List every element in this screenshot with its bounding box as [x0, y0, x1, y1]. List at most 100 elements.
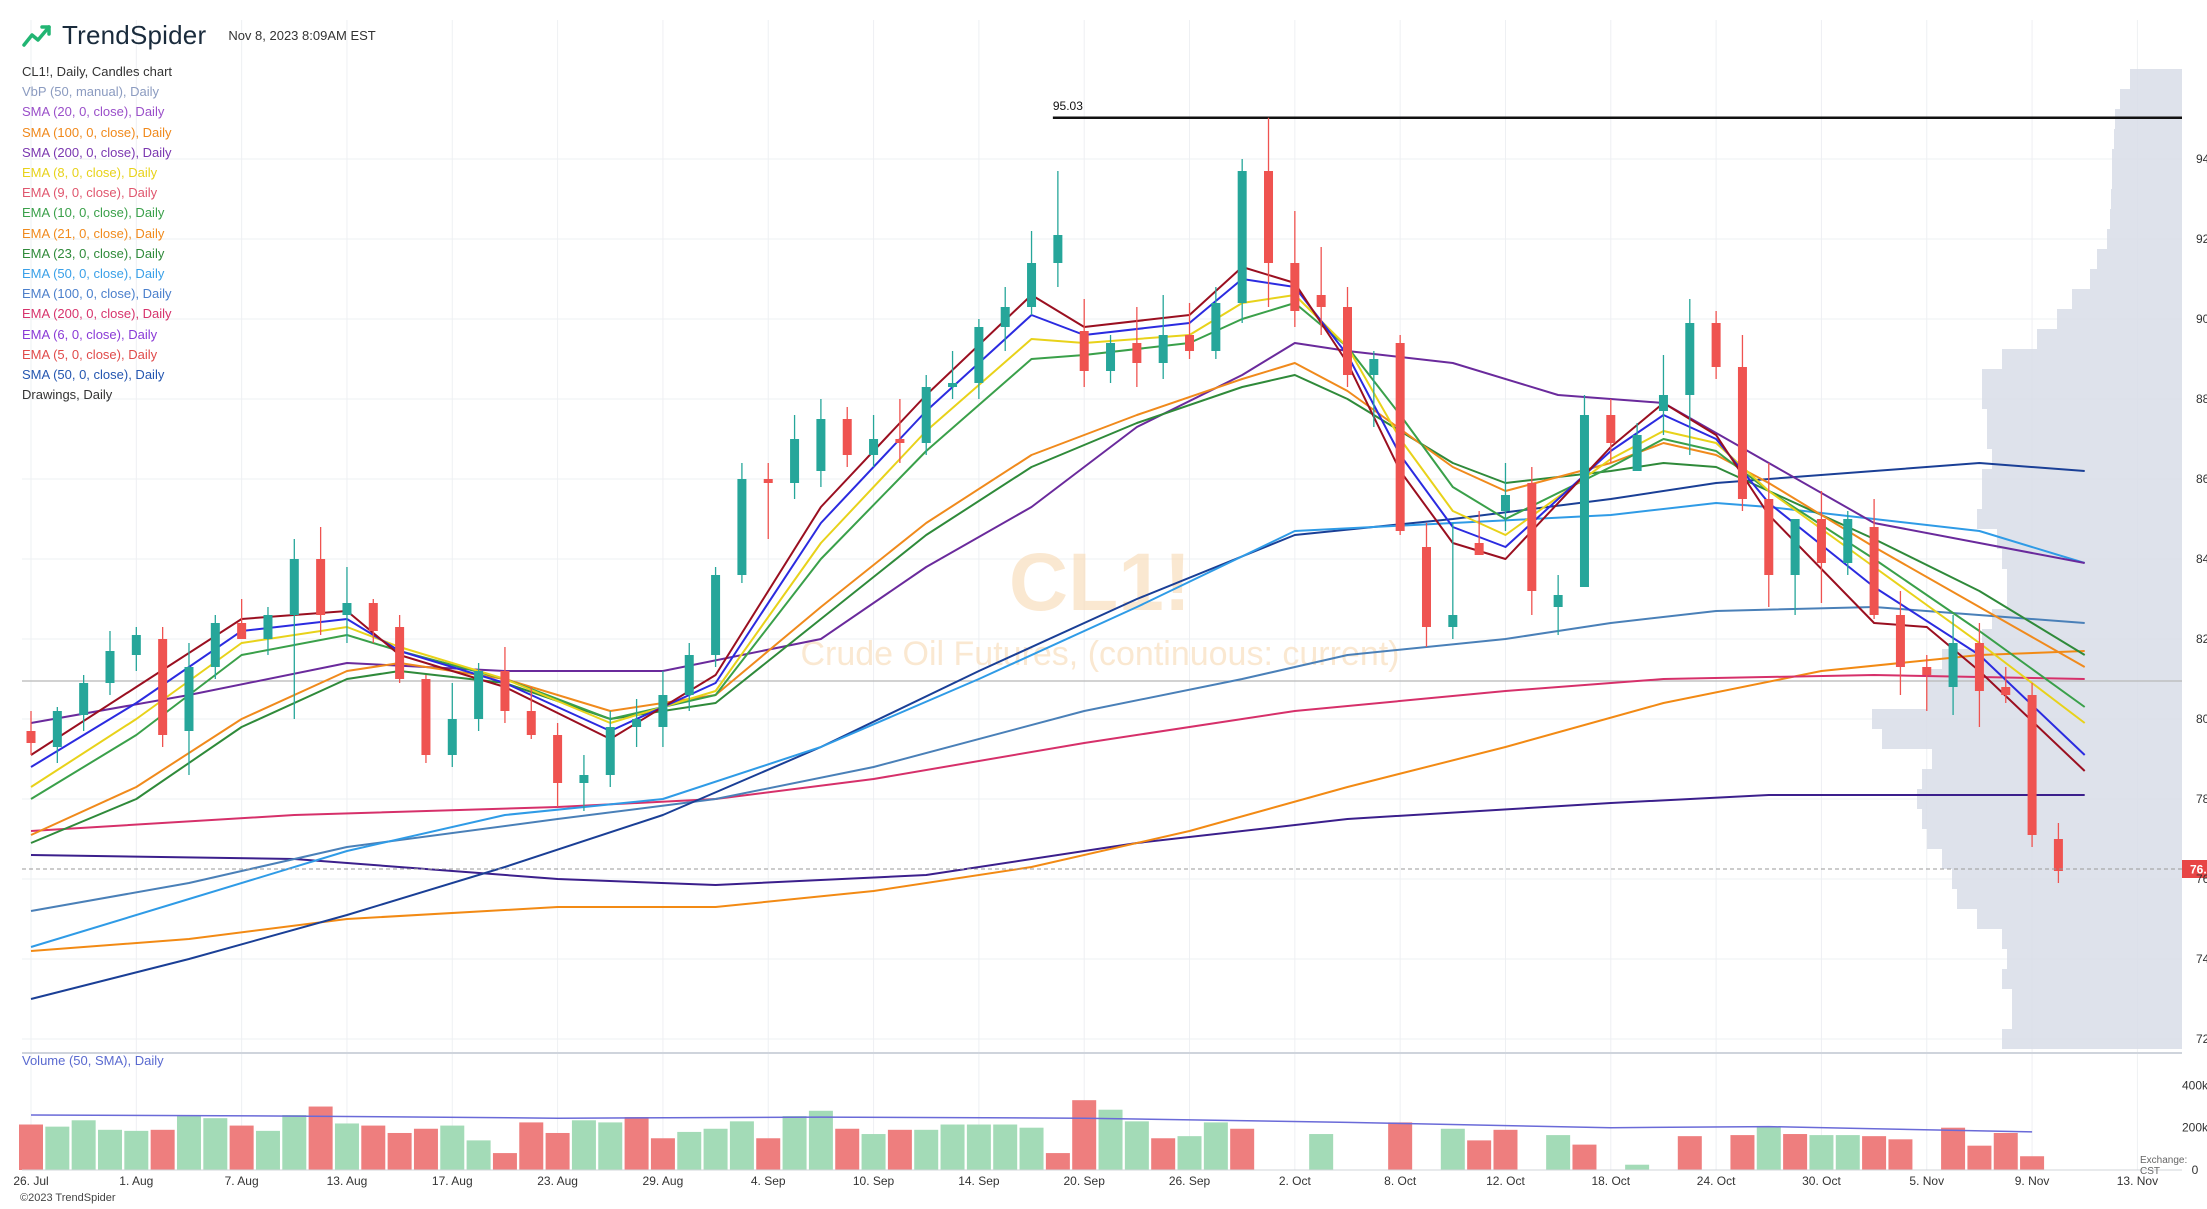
- price-tick-label: 90.00: [2196, 312, 2207, 326]
- candle-body: [1000, 307, 1010, 327]
- candle-body: [1579, 415, 1589, 587]
- x-tick-label: 8. Oct: [1384, 1174, 1417, 1188]
- x-tick-label: 4. Sep: [751, 1174, 786, 1188]
- volume-sma-line: [30, 1114, 2033, 1133]
- candle-body: [526, 711, 536, 735]
- candle-body: [1922, 667, 1932, 675]
- brand-logo: TrendSpider Nov 8, 2023 8:09AM EST: [22, 20, 376, 51]
- candle-body: [1553, 595, 1563, 607]
- x-tick-label: 5. Nov: [1909, 1174, 1944, 1188]
- candle-body: [79, 683, 89, 715]
- volume-profile-bar: [1932, 749, 2182, 769]
- volume-bar: [203, 1118, 228, 1170]
- legend-item[interactable]: EMA (8, 0, close), Daily: [22, 165, 158, 181]
- volume-profile-bar: [1982, 469, 2182, 489]
- legend-item[interactable]: EMA (200, 0, close), Daily: [22, 306, 172, 322]
- volume-bar: [1546, 1135, 1571, 1170]
- volume-bar: [334, 1123, 359, 1170]
- candle-body: [1632, 435, 1642, 471]
- volume-profile-bar: [1982, 369, 2182, 389]
- candle-body: [579, 775, 589, 783]
- legend-item[interactable]: EMA (9, 0, close), Daily: [22, 185, 158, 201]
- volume-profile-bar: [1987, 429, 2182, 449]
- volume-bar: [1124, 1121, 1149, 1170]
- volume-bar: [1756, 1126, 1781, 1170]
- volume-bar: [413, 1128, 438, 1170]
- candle-body: [1027, 263, 1037, 307]
- volume-profile-bar: [2110, 209, 2182, 229]
- volume-tick-label: 0: [2192, 1163, 2199, 1177]
- legend-item[interactable]: SMA (200, 0, close), Daily: [22, 144, 172, 160]
- legend-item[interactable]: EMA (6, 0, close), Daily: [22, 326, 158, 342]
- x-tick-label: 26. Sep: [1169, 1174, 1211, 1188]
- volume-profile-bar: [1977, 909, 2182, 929]
- candle-body: [1421, 547, 1431, 627]
- candle-body: [1369, 359, 1379, 375]
- watermark-name: Crude Oil Futures, (continuous: current): [800, 635, 1399, 673]
- volume-bar: [1203, 1122, 1228, 1170]
- volume-bar: [729, 1121, 754, 1170]
- legend-item[interactable]: EMA (21, 0, close), Daily: [22, 225, 165, 241]
- brand-name: TrendSpider: [62, 20, 207, 50]
- indicator-line: [30, 794, 2085, 886]
- volume-bar: [150, 1129, 175, 1170]
- volume-profile-bar: [2090, 269, 2182, 289]
- candle-body: [1448, 615, 1458, 627]
- candle-body: [1948, 643, 1958, 687]
- candle-body: [1869, 527, 1879, 615]
- legend-item[interactable]: SMA (50, 0, close), Daily: [22, 367, 165, 383]
- legend-item[interactable]: VbP (50, manual), Daily: [22, 84, 160, 100]
- legend-item[interactable]: EMA (10, 0, close), Daily: [22, 205, 165, 221]
- volume-bar: [887, 1129, 912, 1170]
- volume-profile-bar: [2002, 549, 2182, 569]
- legend-item: CL1!, Daily, Candles chart: [22, 64, 173, 79]
- candle-body: [711, 575, 721, 655]
- x-tick-label: 23. Aug: [537, 1174, 578, 1188]
- candle-body: [816, 419, 826, 471]
- volume-profile-bar: [1997, 529, 2182, 549]
- candle-body: [52, 711, 62, 747]
- legend-item[interactable]: SMA (20, 0, close), Daily: [22, 104, 165, 120]
- legend-item[interactable]: EMA (5, 0, close), Daily: [22, 346, 158, 362]
- price-tick-label: 74.00: [2196, 952, 2207, 966]
- price-tick-label: 82.00: [2196, 632, 2207, 646]
- legend-item[interactable]: SMA (100, 0, close), Daily: [22, 124, 172, 140]
- volume-profile: [1872, 69, 2182, 1049]
- volume-bar: [966, 1124, 991, 1170]
- volume-profile-bar: [2107, 229, 2182, 249]
- legend-item[interactable]: EMA (100, 0, close), Daily: [22, 286, 172, 302]
- candle-body: [1685, 323, 1695, 395]
- price-tick-label: 94.00: [2196, 152, 2207, 166]
- volume-bar: [387, 1132, 412, 1170]
- candle-body: [210, 623, 220, 667]
- volume-bar: [1783, 1134, 1808, 1170]
- x-tick-label: 30. Oct: [1802, 1174, 1841, 1188]
- volume-profile-bar: [2012, 1009, 2182, 1029]
- candle-body: [26, 731, 36, 743]
- x-tick-label: 1. Aug: [119, 1174, 153, 1188]
- current-price-label: 76.25: [2190, 863, 2207, 877]
- x-tick-label: 29. Aug: [643, 1174, 684, 1188]
- indicator-line: [30, 462, 2085, 1000]
- volume-bar: [255, 1130, 280, 1170]
- volume-bar: [1045, 1153, 1070, 1170]
- candle-body: [500, 671, 510, 711]
- volume-profile-bar: [2112, 169, 2182, 189]
- candle-body: [1316, 295, 1326, 307]
- volume-profile-bar: [2012, 989, 2182, 1009]
- volume-profile-bar: [2057, 309, 2182, 329]
- candle-body: [790, 439, 800, 483]
- volume-bar: [19, 1124, 43, 1170]
- legend-item[interactable]: EMA (50, 0, close), Daily: [22, 266, 165, 282]
- chart-timestamp: Nov 8, 2023 8:09AM EST: [228, 28, 376, 43]
- volume-profile-bar: [2007, 569, 2182, 589]
- candle-body: [368, 603, 378, 631]
- volume-bar: [1019, 1127, 1044, 1170]
- legend-item[interactable]: Drawings, Daily: [22, 387, 113, 403]
- candle-body: [2027, 695, 2037, 835]
- legend-item[interactable]: EMA (23, 0, close), Daily: [22, 245, 165, 261]
- x-tick-label: 17. Aug: [432, 1174, 473, 1188]
- x-tick-label: 13. Aug: [327, 1174, 368, 1188]
- x-tick-label: 18. Oct: [1591, 1174, 1630, 1188]
